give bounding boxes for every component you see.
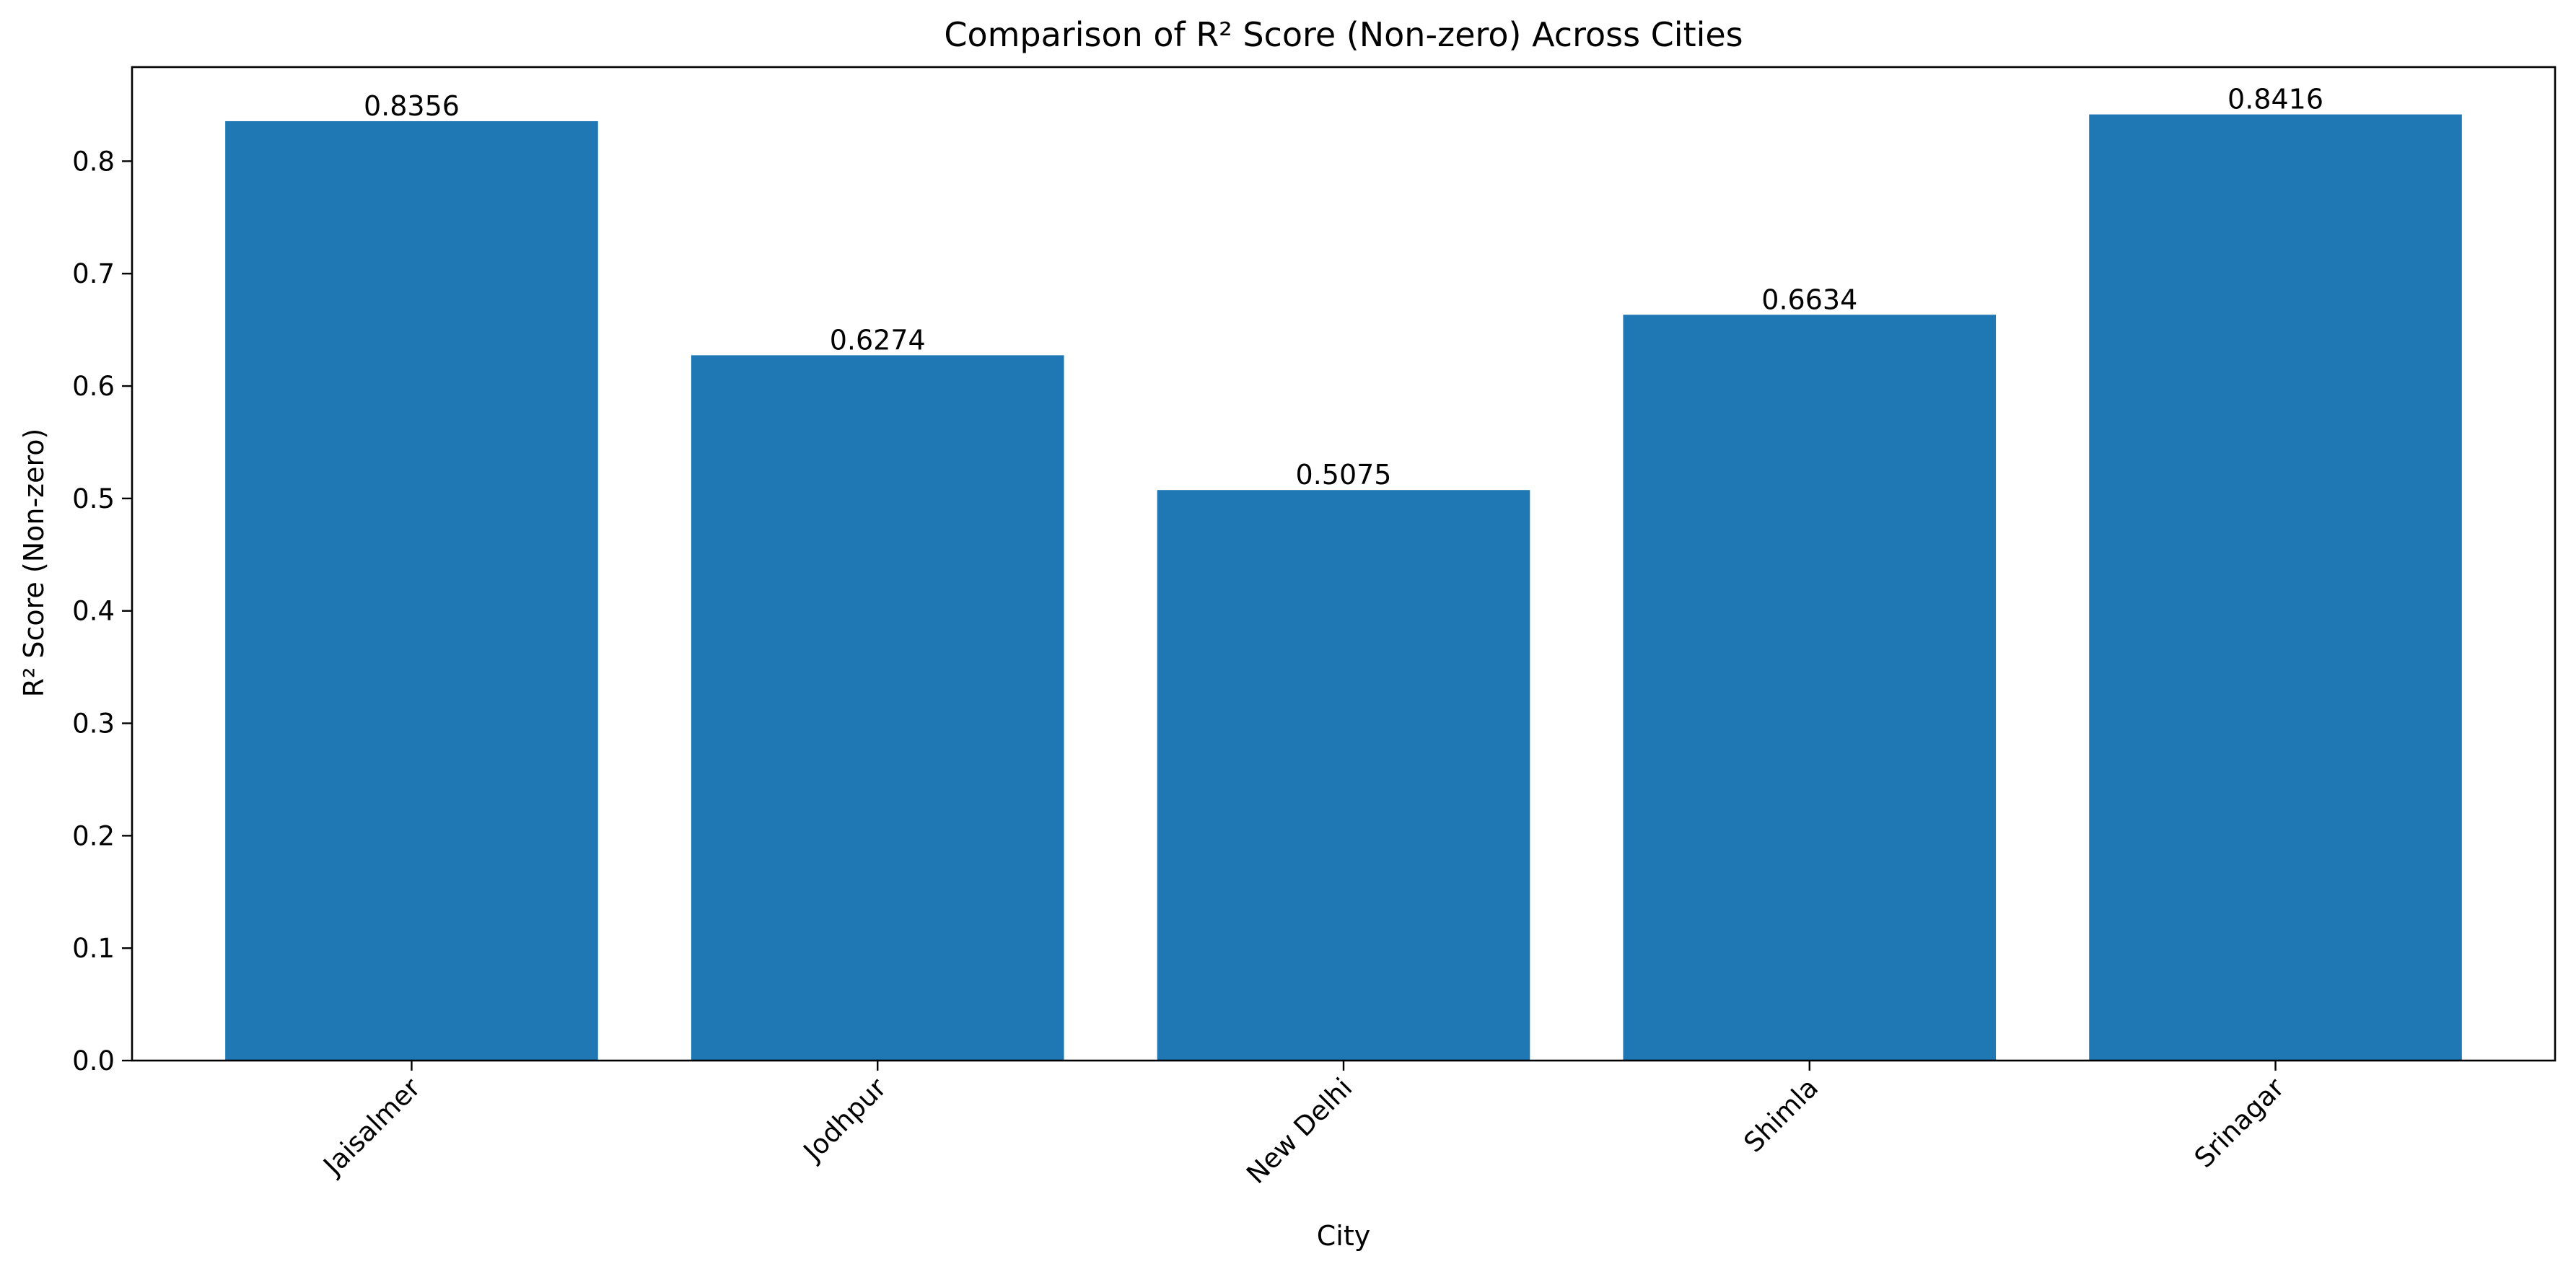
chart-title: Comparison of R² Score (Non-zero) Across… [944,15,1743,54]
bars-group [225,114,2462,1061]
bar-jaisalmer [225,120,598,1061]
y-tick-label: 0.7 [72,258,115,289]
x-axis-label: City [1317,1220,1370,1252]
value-label-srinagar: 0.8416 [2227,84,2323,115]
y-tick-label: 0.6 [72,371,115,402]
value-label-jaisalmer: 0.8356 [364,90,460,122]
y-tick-label: 0.3 [72,708,115,740]
value-label-jodhpur: 0.6274 [830,324,926,356]
value-labels-group: 0.8356 0.6274 0.5075 0.6634 0.8416 [364,84,2323,491]
y-axis-label: R² Score (Non-zero) [18,429,50,698]
y-tick-label: 0.5 [72,483,115,514]
y-tick-label: 0.1 [72,933,115,964]
y-tick-label: 0.2 [72,820,115,851]
y-tick-label: 0.4 [72,596,115,627]
value-label-new-delhi: 0.5075 [1296,459,1392,491]
y-axis: 0.0 0.1 0.2 0.3 0.4 0.5 0.6 0.7 0.8 [72,146,132,1076]
bar-jodhpur [691,355,1064,1061]
value-label-shimla: 0.6634 [1761,284,1857,315]
plot-frame [131,66,2557,1062]
y-tick-label: 0.0 [72,1045,115,1076]
y-tick-label: 0.8 [72,146,115,177]
bar-new-delhi [1157,490,1530,1061]
bar-srinagar [2089,114,2462,1061]
bar-shimla [1623,315,1997,1061]
